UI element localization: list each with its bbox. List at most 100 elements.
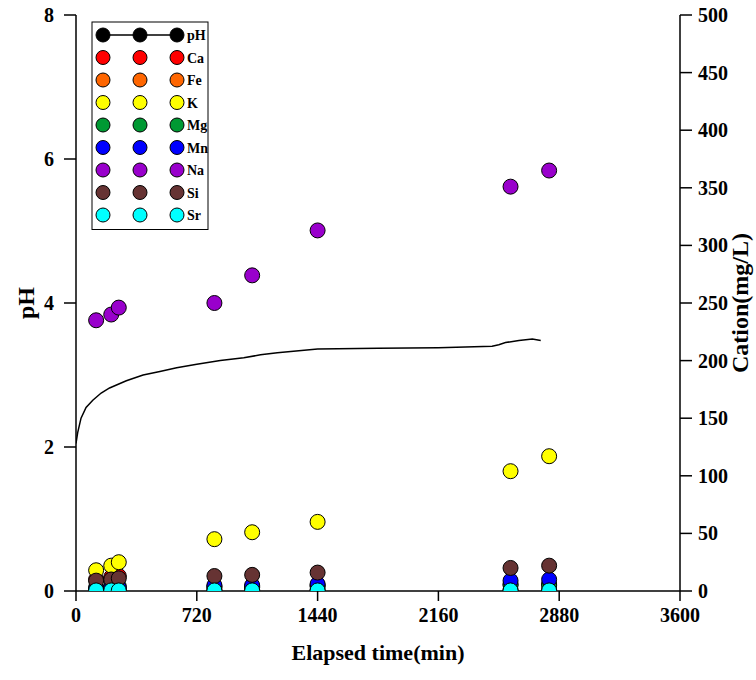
legend-marker	[170, 51, 184, 65]
point	[310, 514, 325, 529]
y-tick	[64, 590, 76, 592]
y2-tick-label: 350	[698, 177, 728, 199]
legend-marker	[96, 28, 110, 42]
x-tick	[558, 591, 560, 601]
point	[310, 583, 325, 591]
legend-label: Si	[187, 186, 199, 201]
y2-axis-title: Cation(mg/L)	[727, 233, 753, 373]
y2-tick	[680, 245, 692, 247]
legend-marker	[170, 118, 184, 132]
legend-marker	[133, 186, 147, 200]
legend-label: Mn	[187, 141, 208, 156]
legend-marker	[133, 118, 147, 132]
legend-marker	[96, 163, 110, 177]
y-tick	[64, 158, 76, 160]
legend-marker	[170, 73, 184, 87]
x-tick	[317, 591, 319, 601]
legend-marker	[133, 141, 147, 155]
point	[111, 300, 126, 315]
y-axis-title: pH	[13, 287, 39, 319]
ph-line	[76, 339, 541, 443]
legend: pHCaFeKMgMnNaSiSr	[92, 22, 208, 230]
point	[207, 569, 222, 584]
y2-tick	[680, 302, 692, 304]
legend-marker	[170, 96, 184, 110]
y2-tick-label: 250	[698, 292, 728, 314]
legend-label: K	[187, 96, 198, 111]
y-tick-label: 4	[44, 292, 54, 314]
legend-marker	[170, 28, 184, 42]
y-tick	[64, 14, 76, 16]
x-tick-label: 2160	[418, 604, 458, 626]
point	[542, 558, 557, 573]
y-tick-label: 8	[44, 4, 54, 26]
legend-marker	[170, 163, 184, 177]
y2-tick	[680, 360, 692, 362]
point	[503, 464, 518, 479]
legend-marker	[96, 73, 110, 87]
legend-marker	[96, 208, 110, 222]
point	[503, 560, 518, 575]
chart: 0720144021602880360002468050100150200250…	[0, 0, 756, 680]
x-tick	[438, 591, 440, 601]
legend-label: Na	[187, 163, 204, 178]
point	[542, 449, 557, 464]
y-tick	[64, 302, 76, 304]
point	[89, 583, 104, 591]
x-tick-label: 1440	[298, 604, 338, 626]
y2-tick	[680, 533, 692, 535]
y-tick-label: 2	[44, 436, 54, 458]
legend-marker	[133, 208, 147, 222]
legend-box	[92, 22, 208, 230]
point	[503, 179, 518, 194]
legend-marker	[133, 73, 147, 87]
point	[89, 313, 104, 328]
y2-tick	[680, 475, 692, 477]
legend-marker	[96, 186, 110, 200]
point	[111, 583, 126, 591]
y2-tick-label: 50	[698, 522, 718, 544]
x-tick	[679, 591, 681, 601]
y2-tick-label: 200	[698, 350, 728, 372]
point	[111, 555, 126, 570]
y2-tick-label: 300	[698, 234, 728, 256]
y2-tick	[680, 417, 692, 419]
point	[207, 583, 222, 591]
y2-tick	[680, 590, 692, 592]
legend-label: Ca	[187, 51, 204, 66]
y2-tick-label: 400	[698, 119, 728, 141]
legend-marker	[133, 28, 147, 42]
legend-label: pH	[187, 28, 206, 43]
legend-marker	[96, 51, 110, 65]
x-tick-label: 3600	[660, 604, 700, 626]
y2-tick	[680, 129, 692, 131]
y-tick-label: 6	[44, 148, 54, 170]
legend-marker	[133, 51, 147, 65]
point	[310, 223, 325, 238]
legend-marker	[133, 96, 147, 110]
legend-label: Fe	[187, 73, 202, 88]
x-axis-title: Elapsed time(min)	[292, 640, 465, 665]
point	[245, 268, 260, 283]
legend-marker	[170, 141, 184, 155]
legend-marker	[170, 208, 184, 222]
y2-tick	[680, 187, 692, 189]
y2-tick-label: 100	[698, 465, 728, 487]
point	[542, 163, 557, 178]
point	[310, 565, 325, 580]
x-tick	[196, 591, 198, 601]
point	[245, 583, 260, 591]
point	[207, 296, 222, 311]
point	[503, 583, 518, 591]
x-tick-label: 2880	[539, 604, 579, 626]
legend-marker	[96, 96, 110, 110]
x-tick	[75, 591, 77, 601]
legend-label: Sr	[187, 208, 201, 223]
x-tick-label: 720	[182, 604, 212, 626]
y-tick	[64, 446, 76, 448]
point	[542, 583, 557, 591]
y2-tick-label: 450	[698, 62, 728, 84]
point	[245, 567, 260, 582]
legend-marker	[96, 141, 110, 155]
point	[207, 532, 222, 547]
